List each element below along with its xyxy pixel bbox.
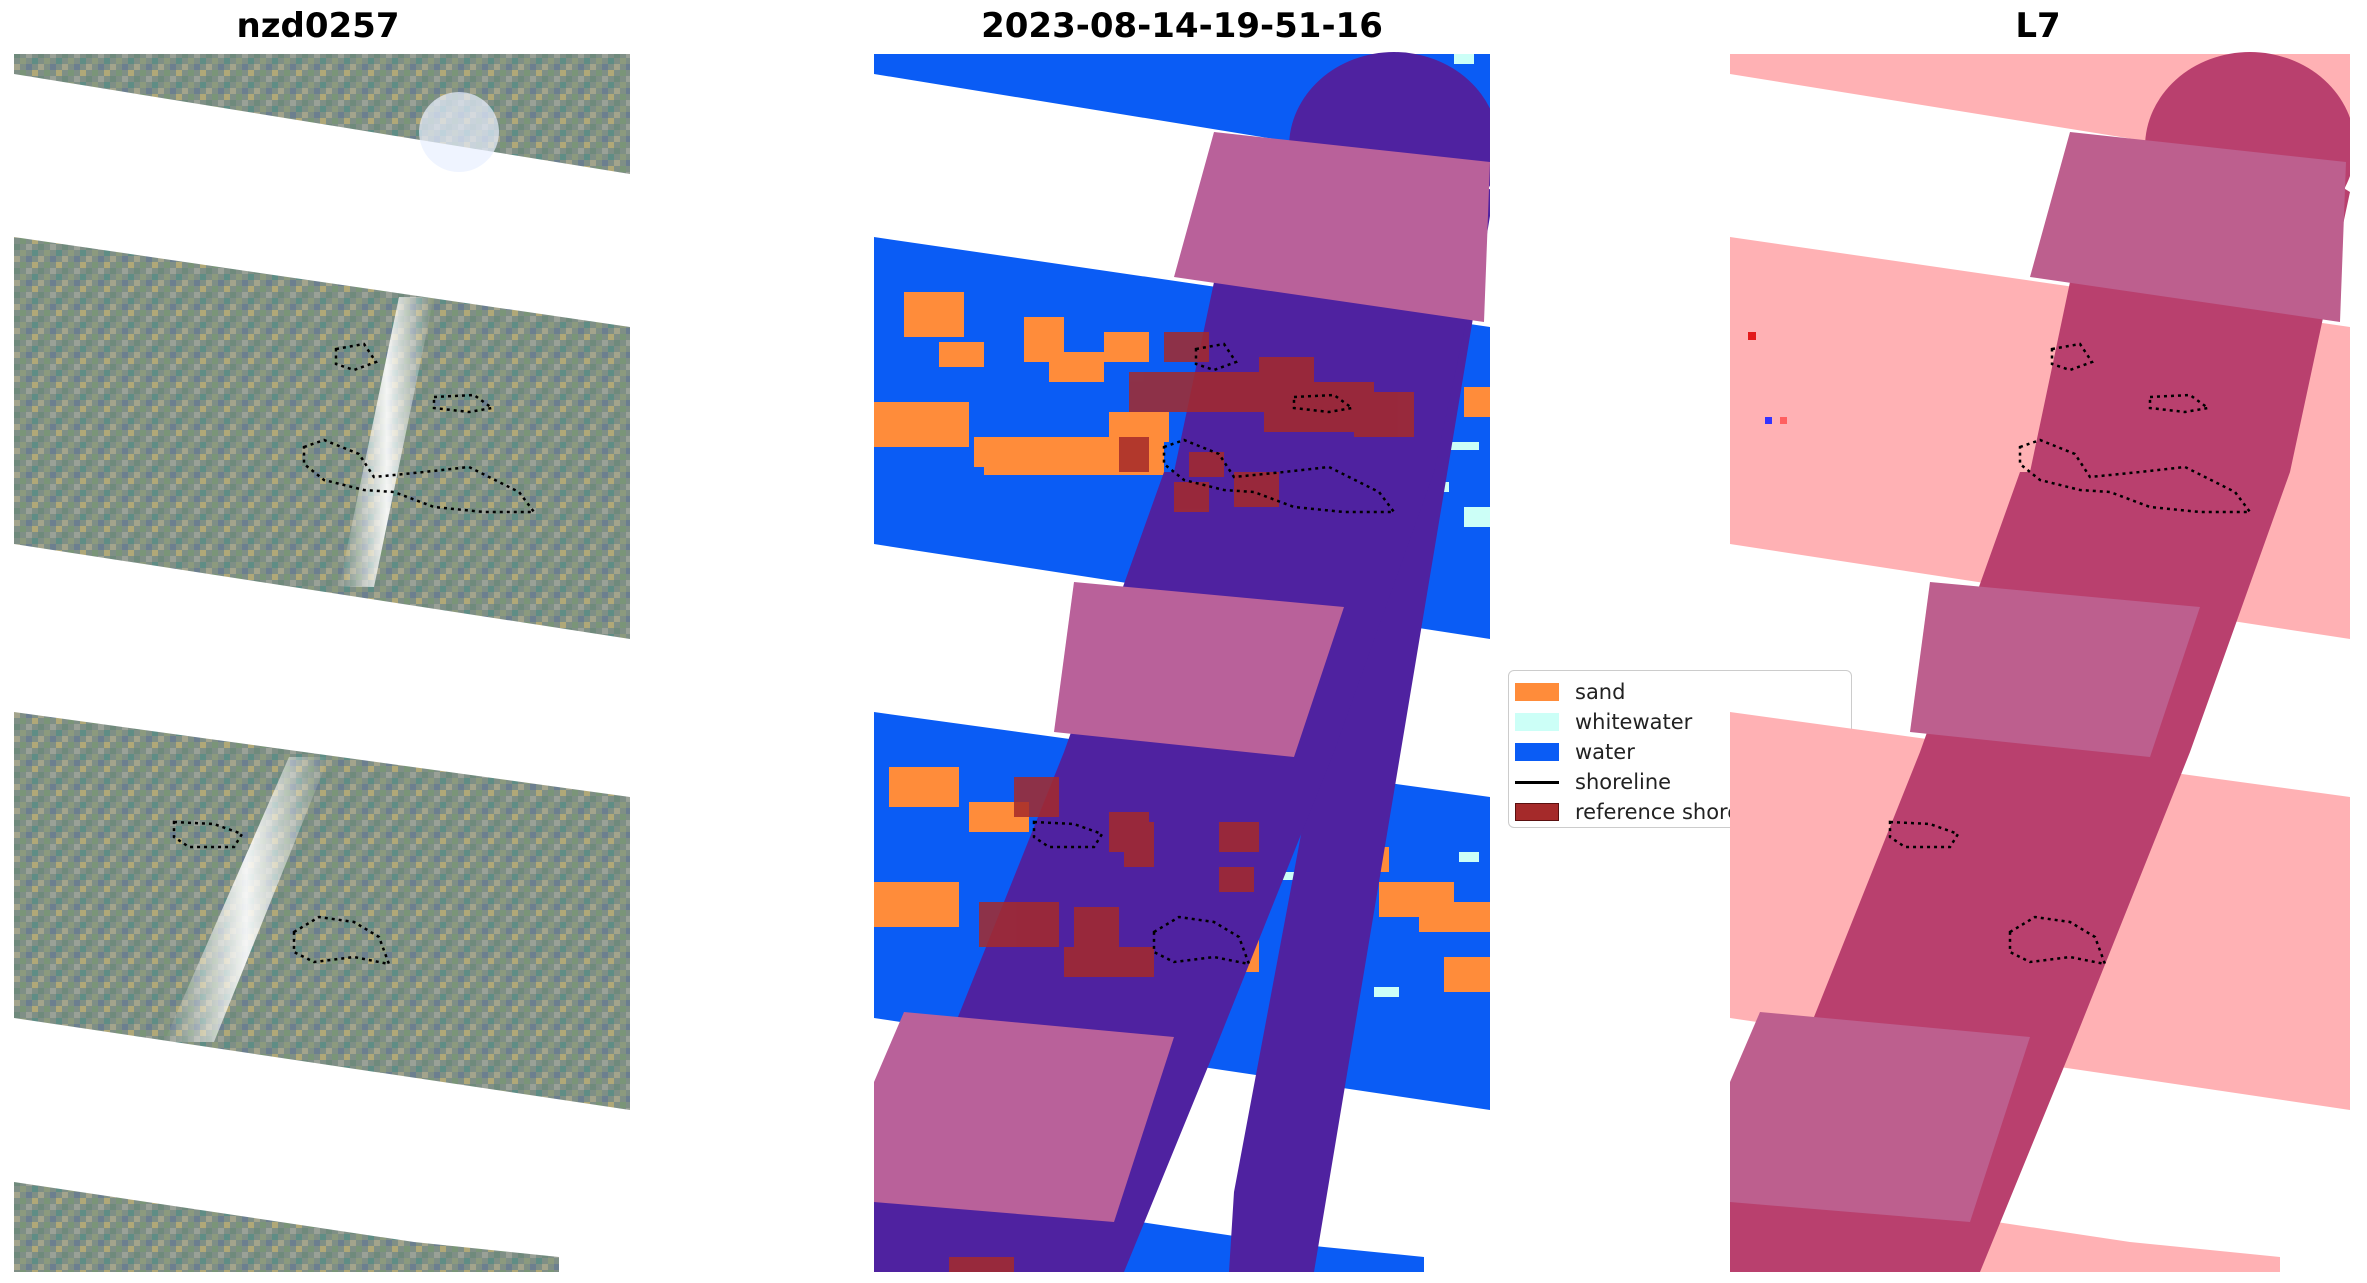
legend-item-sand: sand	[1509, 677, 1851, 707]
legend-item-water: water	[1509, 737, 1851, 767]
legend-swatch	[1515, 683, 1559, 701]
image-strip	[14, 237, 630, 639]
shoreline	[334, 342, 378, 372]
title-right: L7	[2015, 6, 2061, 46]
legend-label: water	[1575, 740, 1635, 764]
rgb-satellite-image	[14, 54, 630, 1272]
image-strip	[14, 1182, 559, 1272]
whitewater-streak	[339, 297, 434, 587]
classification-map	[874, 52, 1490, 1272]
pixel-marker	[1780, 417, 1787, 424]
shoreline	[172, 820, 244, 849]
probability-map	[1730, 52, 2350, 1272]
shorelines	[1032, 342, 1397, 966]
legend-swatch	[1515, 780, 1559, 784]
title-left: nzd0257	[236, 6, 400, 46]
title-middle: 2023-08-14-19-51-16	[981, 6, 1383, 46]
whitewater-streak	[419, 92, 499, 172]
legend-label: whitewater	[1575, 710, 1693, 734]
sand-areas	[874, 292, 1490, 1272]
shoreline	[302, 438, 537, 514]
whitewater-streak	[164, 757, 329, 1042]
cloud-band	[1730, 52, 2350, 1272]
legend-label: shoreline	[1575, 770, 1672, 794]
cloud-band	[874, 52, 1490, 1272]
legend-swatch	[1515, 743, 1559, 761]
image-strip	[14, 712, 630, 1110]
pixel-marker	[1765, 417, 1772, 424]
legend-label: sand	[1575, 680, 1626, 704]
legend-item-whitewater: whitewater	[1509, 707, 1851, 737]
image-strip	[14, 54, 630, 174]
reference-shoreline-buffer	[949, 332, 1414, 1272]
legend-swatch	[1515, 713, 1559, 731]
shorelines	[1888, 342, 2253, 966]
legend-item-shoreline: shoreline	[1509, 767, 1851, 797]
pixel-marker	[1748, 332, 1756, 340]
legend-swatch	[1515, 803, 1559, 821]
